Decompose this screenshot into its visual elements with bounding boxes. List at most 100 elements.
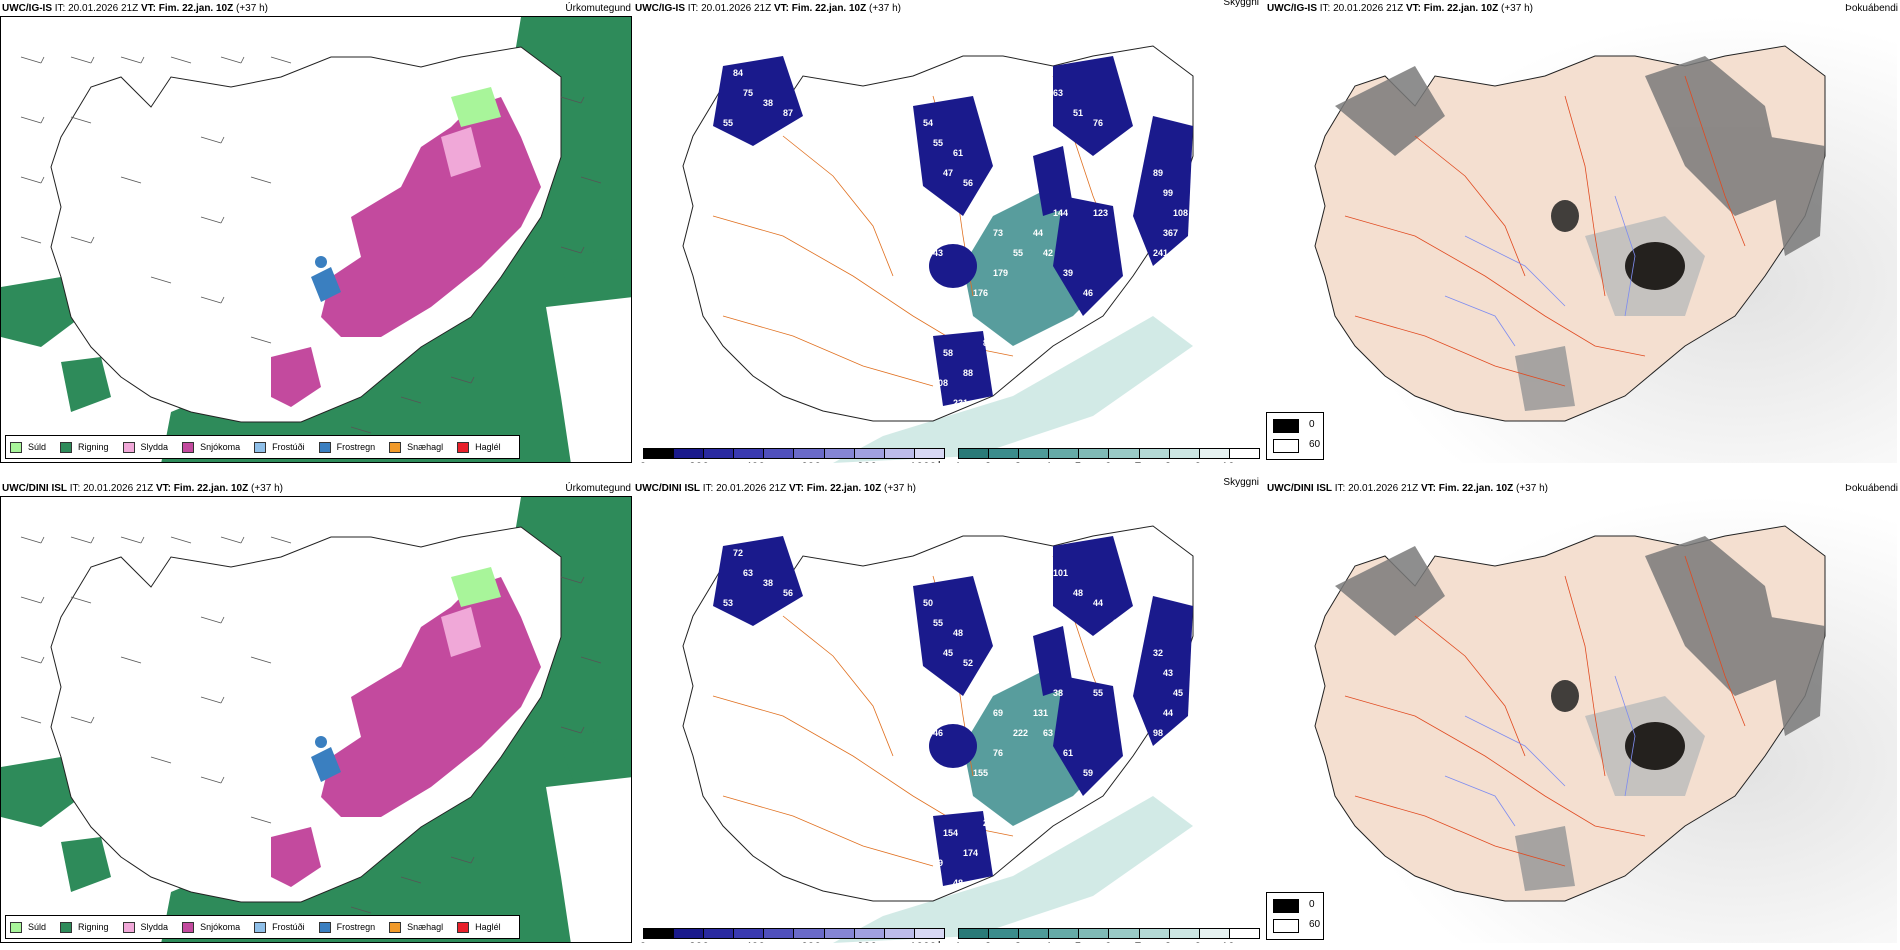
colorbar-tick-label: 8 — [1165, 940, 1172, 943]
colorbar-tick-label: 7 — [1135, 940, 1142, 943]
colorbar-unit: m — [633, 460, 642, 463]
colorbar-tick-label: 3 — [1015, 460, 1022, 463]
legend-label: Slydda — [140, 442, 169, 452]
colorbar-tick-label: 1 — [955, 940, 962, 943]
colorbar-tick-label: 5 — [1075, 940, 1082, 943]
cloud-base-label: 123 — [1093, 208, 1108, 218]
cloud-base-label: 57 — [973, 688, 983, 698]
legend-label: Snæhagl — [407, 442, 444, 452]
cloud-base-label: 13 — [863, 608, 873, 618]
colorbar-unit: km — [938, 940, 953, 943]
cloud-base-label: 83 — [983, 338, 993, 348]
cloud-base-label: 80 — [953, 308, 963, 318]
legend-swatch — [122, 441, 135, 453]
cloud-base-label: 47 — [1113, 308, 1123, 318]
fog-areas — [1335, 536, 1825, 891]
precip-type-panel: UWC/DINI ISL IT: 20.01.2026 21Z VT: Fim.… — [0, 480, 633, 950]
cloud-base-label: 38 — [763, 578, 773, 588]
fog-legend-row1: 0 60 — [1266, 412, 1324, 460]
panel-title: UWC/DINI ISL IT: 20.01.2026 21Z VT: Fim.… — [2, 483, 283, 494]
fog-legend-swatch — [1273, 899, 1299, 913]
legend-swatch — [10, 921, 22, 933]
colorbar-tick-label: 10 — [1221, 460, 1234, 463]
cloud-base-label: 108 — [1173, 208, 1188, 218]
legend-swatch — [122, 921, 135, 933]
cloud-base-label: 10 — [793, 128, 803, 138]
precip-map[interactable]: Súld Rigning Slydda Snjókoma Frostúði Frostre… — [0, 16, 632, 463]
cloud-base-label: 84 — [733, 68, 743, 78]
fog-map[interactable] — [1265, 496, 1897, 943]
fog-areas — [1335, 56, 1825, 411]
colorbar-tick-label: 2 — [985, 460, 992, 463]
colorbar-unit: km — [938, 460, 953, 463]
cloud-base-label: 39 — [933, 858, 943, 868]
cloud-base-label: 36 — [733, 738, 743, 748]
wind-barbs — [20, 56, 602, 434]
colorbar-tick-label: 0 — [640, 460, 647, 463]
legend-swatch — [318, 921, 331, 933]
cloud-base-label: 76 — [1093, 118, 1103, 128]
cloud-base-label: 131 — [1033, 708, 1048, 718]
cloud-base-label: 52 — [963, 658, 973, 668]
fog-legend-swatch — [1273, 439, 1299, 453]
cloud-vis-panel: UWC/DINI ISL IT: 20.01.2026 21Z VT: Fim.… — [633, 477, 1265, 950]
fog-index-panel: UWC/IG-IS IT: 20.01.2026 21Z VT: Fim. 22… — [1265, 0, 1900, 470]
cloud-base-label: 367 — [1163, 228, 1178, 238]
colorbar-tick-label: 1000 — [910, 460, 937, 463]
legend-label: Snjókoma — [200, 922, 241, 932]
cloud-vis-map[interactable]: 72 63 38 53 56 33 50 55 48 45 52 57 69 101 48 44 36 50 52 3… — [633, 496, 1265, 943]
legend-item: Haglél — [457, 441, 501, 453]
cloud-base-label: 174 — [963, 848, 978, 858]
cloud-labels: 7263385356335055484552576910148443650523… — [723, 548, 1183, 888]
cloud-base-label: 41 — [833, 358, 843, 368]
cloud-base-label: 108 — [933, 378, 948, 388]
cloud-base-label: 44 — [893, 588, 903, 598]
cloud-base-label: 45 — [913, 808, 923, 818]
cloud-vis-map[interactable]: 84 75 38 55 87 10 54 55 61 47 56 59 73 63 51 76 44 40 130 8… — [633, 16, 1265, 463]
panel-title: UWC/IG-IS IT: 20.01.2026 21Z VT: Fim. 22… — [1267, 3, 1533, 14]
cloud-base-areas — [713, 56, 1193, 406]
cloud-base-label: 52 — [1133, 608, 1143, 618]
colorbar-tick-label: 5 — [1075, 460, 1082, 463]
colorbar-tick-label: 4 — [1045, 460, 1052, 463]
cloud-base-label: 110 — [953, 788, 968, 798]
cloud-base-label: 98 — [1153, 728, 1163, 738]
fog-map[interactable] — [1265, 16, 1897, 463]
legend-item: Snjókoma — [182, 921, 241, 933]
cloud-height-colorbar: m 0 200 400 600 800 1000 — [633, 448, 953, 463]
cloud-base-label: 48 — [1143, 268, 1153, 278]
cloud-vis-map-svg: 8475385587105455614756597363517644401308… — [682, 45, 1194, 463]
cloud-base-label: 49 — [1133, 288, 1143, 298]
cloud-base-label: 39 — [1063, 268, 1073, 278]
cloud-base-label: 32 — [1153, 648, 1163, 658]
fog-map-svg — [1265, 16, 1897, 463]
fog-legend-label: 60 — [1309, 919, 1321, 930]
cloud-base-label: 130 — [1133, 128, 1148, 138]
legend-label: Frostúði — [272, 922, 305, 932]
colorbar-tick-label: 600 — [801, 940, 821, 943]
legend-item: Frostúði — [254, 921, 305, 933]
legend-item: Frostúði — [254, 441, 305, 453]
panel-variable-label: Úrkomutegund — [565, 3, 631, 14]
legend-swatch — [318, 441, 331, 453]
legend-swatch — [457, 921, 470, 933]
cloud-base-label: 65 — [813, 788, 823, 798]
cloud-base-label: 56 — [783, 588, 793, 598]
cloud-base-label: 55 — [933, 138, 943, 148]
precip-type-panel: UWC/IG-IS IT: 20.01.2026 21Z VT: Fim. 22… — [0, 0, 633, 470]
cloud-base-label: 45 — [943, 648, 953, 658]
cloud-base-label: 36 — [1113, 618, 1123, 628]
cloud-base-label: 60 — [783, 828, 793, 838]
legend-item: Slydda — [122, 921, 168, 933]
cloud-base-label: 63 — [743, 568, 753, 578]
colorbar-tick-label: 4 — [1045, 940, 1052, 943]
fog-map-svg — [1265, 496, 1897, 943]
cloud-vis-map-svg: 7263385356335055484552576910148443650523… — [682, 525, 1194, 943]
cloud-base-label: 241 — [1153, 248, 1168, 258]
cloud-base-label: 33 — [793, 608, 803, 618]
colorbar-tick-label: 2 — [985, 940, 992, 943]
fog-legend-row2: 0 60 — [1266, 892, 1324, 940]
cloud-base-label: 73 — [993, 228, 1003, 238]
cloud-vis-panel: UWC/IG-IS IT: 20.01.2026 21Z VT: Fim. 22… — [633, 0, 1265, 470]
precip-map[interactable]: Súld Rigning Slydda Snjókoma Frostúði Frostre… — [0, 496, 632, 943]
